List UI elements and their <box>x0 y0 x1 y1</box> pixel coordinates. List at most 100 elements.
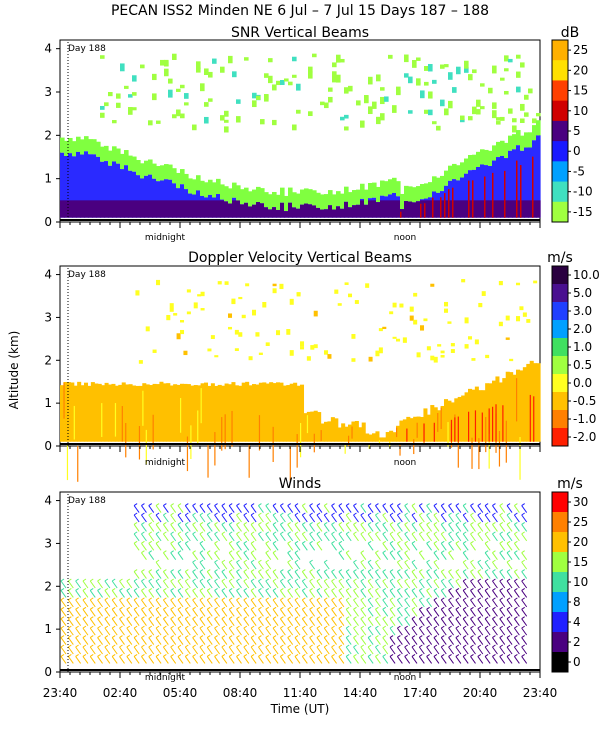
wind-barb <box>521 597 525 601</box>
wind-barb <box>177 542 184 551</box>
wind-barb <box>243 503 248 506</box>
snr-cell <box>468 200 473 218</box>
wind-barb <box>426 561 433 570</box>
snr-cell <box>256 202 261 218</box>
wind-barb <box>345 569 350 572</box>
wind-barb <box>294 656 301 664</box>
wind-barb <box>214 550 218 554</box>
wind-barb <box>119 580 125 589</box>
wind-barb <box>455 606 460 610</box>
wind-barb <box>133 522 138 525</box>
wind-barb <box>477 578 482 582</box>
wind-barb <box>433 578 438 582</box>
velocity-cell <box>481 412 483 442</box>
wind-barb <box>353 571 359 579</box>
wind-barb <box>309 569 313 572</box>
snr-cell <box>400 211 402 218</box>
wind-barb <box>236 512 240 516</box>
wind-barb <box>214 606 218 610</box>
wind-barb <box>389 646 396 655</box>
wind-barb <box>499 542 506 551</box>
velocity-cell <box>193 302 198 309</box>
wind-barb <box>163 531 167 535</box>
wind-barb <box>396 533 403 542</box>
wind-barb <box>455 531 460 535</box>
wind-barb <box>477 625 482 629</box>
velocity-cell <box>66 382 71 442</box>
wind-barb <box>440 608 447 617</box>
wind-barb <box>111 618 118 627</box>
wind-barb <box>397 625 401 629</box>
wind-barb <box>206 618 213 627</box>
wind-barb <box>133 635 138 638</box>
wind-barb <box>345 644 350 648</box>
velocity-cell <box>186 384 191 442</box>
wind-barb <box>199 561 206 570</box>
wind-barb <box>404 531 408 535</box>
wind-barb <box>67 608 74 617</box>
snr-cell <box>492 200 497 218</box>
wind-barb <box>236 654 240 657</box>
snr-cell <box>328 87 333 92</box>
snr-cell <box>152 200 157 218</box>
winds-title: Winds <box>279 476 321 492</box>
wind-barb <box>404 656 411 664</box>
snr-cell <box>464 60 469 69</box>
snr-cell <box>160 200 165 218</box>
wind-barb <box>199 512 204 516</box>
wind-barb <box>389 637 396 645</box>
wind-barb <box>141 571 147 579</box>
wind-barb <box>301 524 308 532</box>
snr-cell <box>444 64 449 68</box>
wind-barb <box>199 522 204 525</box>
wind-barb <box>375 618 381 627</box>
wind-barb <box>258 578 262 582</box>
wind-barb <box>338 654 343 657</box>
wind-barb <box>331 590 337 598</box>
wind-barb <box>367 616 372 620</box>
snr-cell <box>428 200 433 218</box>
wind-barb <box>382 512 387 516</box>
wind-barb <box>67 618 74 627</box>
velocity-cell <box>495 404 497 442</box>
wind-barb <box>302 578 306 582</box>
wind-barb <box>170 569 174 572</box>
wind-barb <box>426 654 430 657</box>
wind-barb <box>426 646 433 655</box>
wind-barb <box>433 646 440 655</box>
wind-barb <box>462 578 467 582</box>
wind-barb <box>440 531 445 535</box>
wind-barb <box>214 552 220 561</box>
wind-barb <box>221 606 226 610</box>
wind-barb <box>389 540 394 544</box>
wind-barb <box>302 644 306 648</box>
wind-barb <box>272 654 277 657</box>
wind-barb <box>331 616 335 620</box>
wind-barb <box>177 590 184 598</box>
colorbar-segment <box>552 632 568 653</box>
snr-cell <box>220 200 225 218</box>
wind-barb <box>148 635 153 638</box>
wind-barb <box>484 654 489 657</box>
velocity-cell <box>180 397 182 433</box>
snr-cell <box>416 78 421 84</box>
wind-barb <box>419 654 423 657</box>
wind-barb <box>111 580 118 589</box>
wind-barb <box>163 578 167 582</box>
snr-cell <box>388 54 393 59</box>
wind-barb <box>389 505 396 513</box>
wind-barb <box>236 580 242 589</box>
velocity-cell <box>378 440 381 443</box>
wind-barb <box>521 569 525 572</box>
wind-barb <box>484 597 489 601</box>
wind-barb <box>214 616 218 620</box>
wind-barb <box>506 599 513 608</box>
wind-barb <box>294 606 299 610</box>
snr-cell <box>152 73 157 81</box>
colorbar-label: 8 <box>573 595 581 609</box>
velocity-cell <box>344 282 349 285</box>
wind-barb <box>250 552 257 561</box>
wind-barb <box>360 514 367 523</box>
wind-barb <box>448 505 454 513</box>
